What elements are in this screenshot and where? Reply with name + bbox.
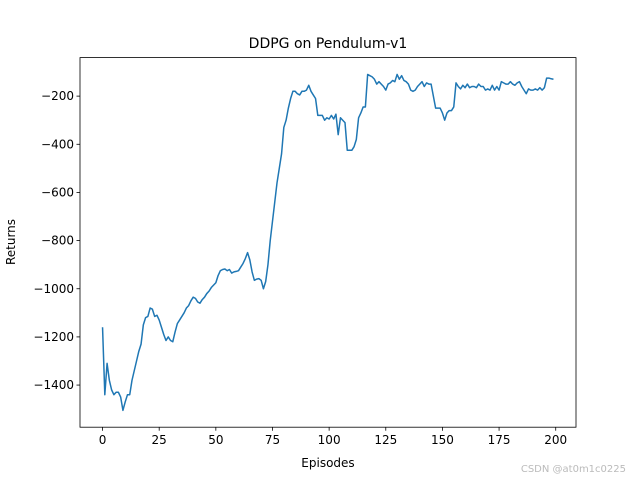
x-tick-label: 175 [488, 433, 511, 447]
watermark: CSDN @at0m1c0225 [521, 464, 626, 475]
x-axis-label: Episodes [301, 456, 354, 470]
y-tick-label: −1000 [33, 282, 74, 296]
plot-frame [79, 57, 577, 428]
x-tick-label: 50 [208, 433, 223, 447]
y-tick-label: −1200 [33, 330, 74, 344]
x-tick-label: 125 [374, 433, 397, 447]
x-tick-label: 100 [318, 433, 341, 447]
x-tick-label: 0 [99, 433, 107, 447]
y-tick-label: −800 [41, 234, 74, 248]
x-tick-label: 150 [431, 433, 454, 447]
line [101, 73, 554, 412]
chart-title: DDPG on Pendulum-v1 [249, 36, 408, 52]
y-axis-label: Returns [4, 219, 18, 265]
x-tick-label: 75 [265, 433, 280, 447]
y-tick-label: −600 [41, 185, 74, 199]
x-tick-label: 200 [544, 433, 567, 447]
y-tick-label: −200 [41, 89, 74, 103]
y-tick-label: −1400 [33, 378, 74, 392]
x-tick-label: 25 [152, 433, 167, 447]
y-tick-label: −400 [41, 137, 74, 151]
